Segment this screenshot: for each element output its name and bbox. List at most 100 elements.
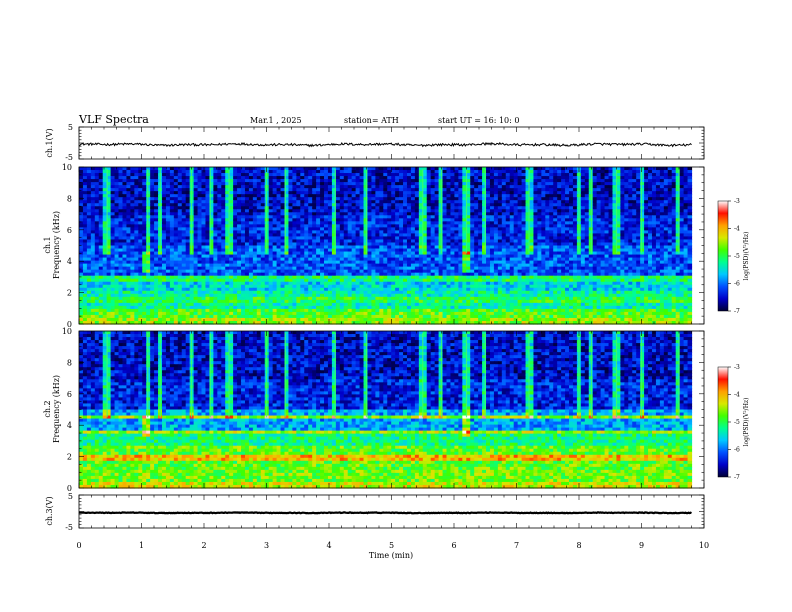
spectrogram-cell (454, 179, 459, 183)
spectrogram-cell (486, 191, 491, 195)
spectrogram-cell (620, 212, 625, 216)
spectrogram-cell (142, 176, 147, 180)
spectrogram-cell (331, 200, 337, 204)
spectrogram-cell (565, 197, 570, 201)
spectrogram-cell (414, 200, 420, 204)
spectrogram-cell (383, 203, 388, 207)
spectrogram-cell (624, 182, 629, 186)
spectrogram-cell (565, 206, 570, 210)
spectrogram-cell (248, 209, 254, 213)
spectrogram-cell (161, 200, 167, 204)
spectrogram-cell (414, 191, 420, 195)
spectrogram-cell (529, 170, 535, 174)
spectrogram-cell (565, 167, 570, 171)
spectrogram-cell (327, 167, 333, 171)
spectrogram-cell (177, 194, 183, 198)
spectrogram-cell (347, 203, 353, 207)
spectrogram-cell (248, 173, 254, 177)
spectrogram-cell (489, 197, 495, 201)
spectrogram-cell (272, 167, 278, 171)
spectrogram-cell (557, 206, 562, 210)
spectrogram-cell (339, 206, 345, 210)
spectrogram-cell (122, 212, 128, 216)
spectrogram-cell (165, 179, 171, 183)
spectrogram-cell (256, 173, 262, 177)
spectrogram-cell (351, 215, 357, 219)
spectrogram-cell (406, 191, 412, 195)
spectrogram-cell (663, 212, 669, 216)
spectrogram-cell (545, 203, 550, 207)
spectrogram-cell (126, 209, 131, 213)
spectrogram-cell (165, 188, 171, 192)
spectrogram-cell (644, 197, 649, 201)
spectrogram-cell (403, 197, 408, 201)
spectrogram-cell (169, 206, 175, 210)
spectrogram-cell (94, 206, 100, 210)
spectrogram-cell (134, 185, 139, 189)
spectrogram-cell (541, 212, 546, 216)
spectrogram-cell (505, 188, 511, 192)
spectrogram-cell (150, 203, 155, 207)
spectrogram-cell (497, 167, 503, 171)
spectrogram-cell (347, 212, 353, 216)
spectrogram-cell (292, 206, 297, 210)
spectrogram-cell (169, 167, 175, 171)
spectrogram-cell (430, 197, 436, 201)
spectrogram-cell (612, 191, 618, 195)
spectrogram-cell (142, 170, 147, 174)
spectrogram-cell (82, 176, 88, 180)
spectrogram-cell (489, 179, 495, 183)
spectrogram-cell (154, 197, 159, 201)
spectrogram-cell (446, 182, 452, 186)
spectrogram-cell (549, 179, 554, 183)
spectrogram-cell (438, 197, 444, 201)
spectrogram-cell (355, 212, 361, 216)
spectrogram-cell (229, 191, 234, 195)
spectrogram-cell (659, 206, 665, 210)
spectrogram-cell (284, 185, 290, 189)
spectrogram-cell (201, 212, 207, 216)
spectrogram-cell (592, 167, 598, 171)
spectrogram-cell (671, 179, 677, 183)
spectrogram-cell (466, 209, 471, 213)
spectrogram-cell (580, 173, 586, 177)
spectrogram-cell (458, 179, 463, 183)
spectrogram-cell (98, 179, 104, 183)
spectrogram-cell (237, 197, 242, 201)
spectrogram-cell (229, 206, 234, 210)
spectrogram-cell (414, 188, 420, 192)
spectrogram-cell (517, 167, 523, 171)
spectrogram-cell (387, 200, 392, 204)
spectrogram-cell (300, 185, 305, 189)
spectrogram-cell (229, 182, 234, 186)
spectrogram-cell (569, 212, 574, 216)
spectrogram-cell (82, 194, 88, 198)
spectrogram-cell (486, 179, 491, 183)
spectrogram-cell (221, 209, 226, 213)
spectrogram-cell (320, 170, 325, 174)
spectrogram-cell (327, 203, 333, 207)
spectrogram-cell (237, 179, 242, 183)
spectrogram-cell (379, 197, 384, 201)
spectrogram-cell (79, 191, 84, 195)
spectrogram-cell (651, 197, 657, 201)
spectrogram-cell (268, 170, 274, 174)
spectrogram-cell (359, 191, 365, 195)
spectrogram-cell (331, 179, 337, 183)
spectrogram-cell (470, 176, 475, 180)
spectrogram-cell (426, 188, 432, 192)
spectrogram-cell (509, 170, 515, 174)
spectrogram-cell (683, 182, 689, 186)
spectrogram-cell (327, 182, 333, 186)
spectrogram-cell (486, 167, 491, 171)
spectrogram-cell (596, 173, 602, 177)
spectrogram-cell (628, 170, 633, 174)
spectrogram-cell (675, 197, 681, 201)
spectrogram-cell (280, 203, 286, 207)
spectrogram-cell (138, 185, 143, 189)
spectrogram-cell (525, 200, 531, 204)
spectrogram-cell (130, 191, 135, 195)
spectrogram-cell (620, 170, 625, 174)
spectrogram-cell (161, 212, 167, 216)
spectrogram-cell (648, 191, 653, 195)
